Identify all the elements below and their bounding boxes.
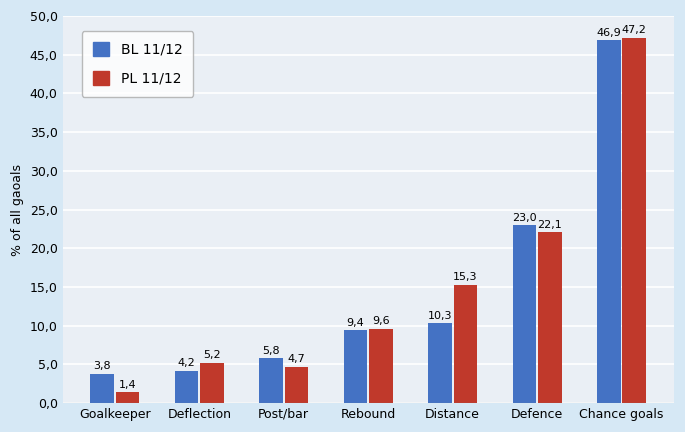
- Bar: [623, 38, 646, 403]
- Text: 9,6: 9,6: [372, 316, 390, 327]
- Bar: [597, 40, 621, 403]
- Text: 23,0: 23,0: [512, 213, 537, 223]
- Text: 5,2: 5,2: [203, 350, 221, 360]
- Text: 5,8: 5,8: [262, 346, 280, 356]
- Bar: [344, 330, 367, 403]
- Bar: [200, 363, 224, 403]
- Text: 22,1: 22,1: [538, 220, 562, 230]
- Bar: [453, 285, 477, 403]
- Bar: [428, 323, 452, 403]
- Bar: [90, 374, 114, 403]
- Bar: [284, 367, 308, 403]
- Text: 4,7: 4,7: [288, 354, 306, 364]
- Text: 10,3: 10,3: [427, 311, 452, 321]
- Text: 3,8: 3,8: [93, 361, 111, 371]
- Text: 1,4: 1,4: [119, 380, 136, 390]
- Bar: [175, 371, 199, 403]
- Y-axis label: % of all gaoals: % of all gaoals: [11, 164, 24, 256]
- Legend: BL 11/12, PL 11/12: BL 11/12, PL 11/12: [82, 31, 193, 96]
- Bar: [369, 329, 393, 403]
- Text: 15,3: 15,3: [453, 272, 477, 282]
- Bar: [259, 358, 283, 403]
- Bar: [538, 232, 562, 403]
- Bar: [116, 392, 139, 403]
- Text: 47,2: 47,2: [622, 25, 647, 35]
- Text: 9,4: 9,4: [347, 318, 364, 328]
- Bar: [512, 225, 536, 403]
- Text: 4,2: 4,2: [177, 358, 195, 368]
- Text: 46,9: 46,9: [597, 28, 621, 38]
